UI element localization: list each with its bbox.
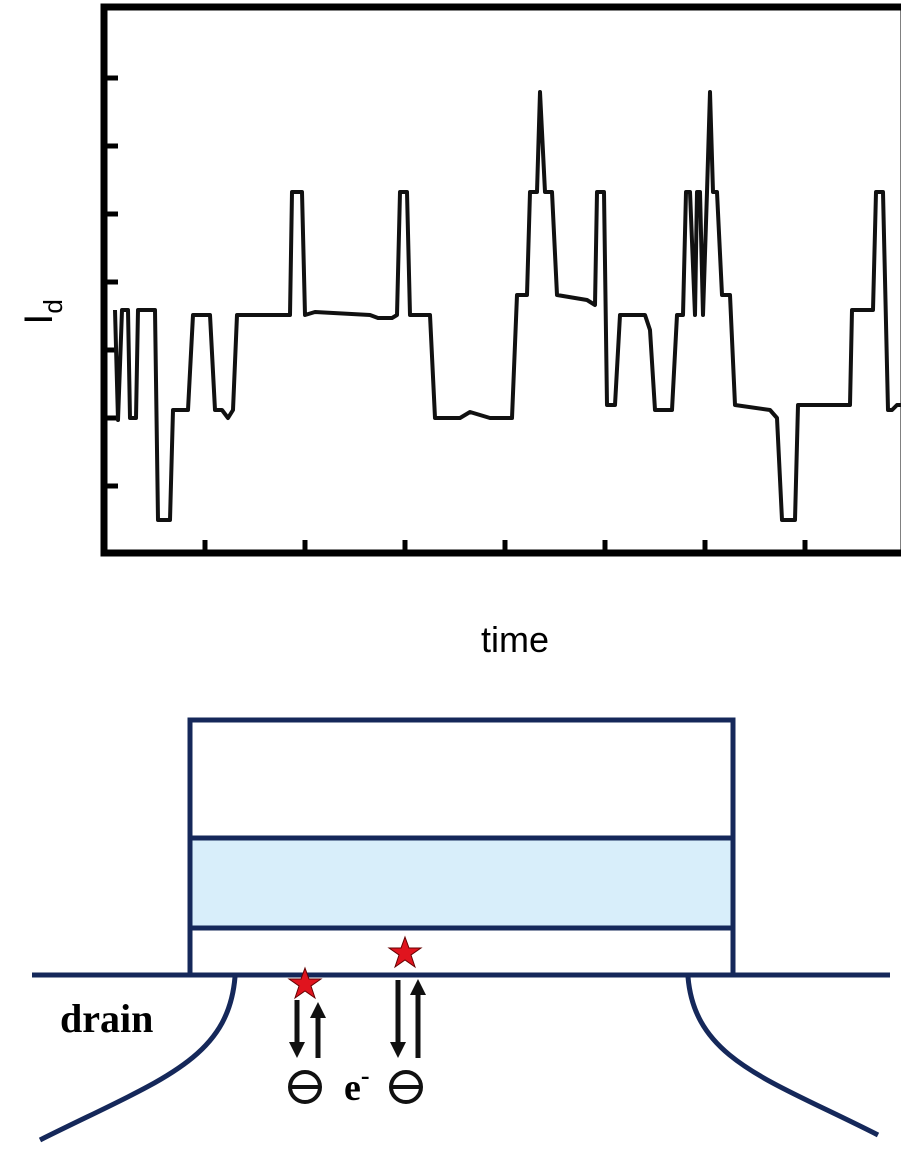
plot: Id time <box>17 7 901 660</box>
y-axis-label: Id <box>17 299 68 325</box>
gate <box>190 720 733 838</box>
x-axis-label: time <box>481 619 549 660</box>
carrier-main: e <box>344 1067 361 1109</box>
device <box>32 720 890 1140</box>
page: Id time e- drain (() => { const data = J… <box>0 0 901 1151</box>
current-trace <box>115 92 901 520</box>
interface-layer <box>190 928 733 975</box>
carrier-sup: - <box>361 1061 370 1090</box>
y-label-sub: d <box>38 299 68 313</box>
carrier-label: e- <box>344 1061 370 1109</box>
y-label-main: I <box>17 314 61 325</box>
drain-label: drain <box>60 996 153 1041</box>
figure: Id time e- drain <box>0 0 901 1151</box>
source-junction <box>688 977 878 1135</box>
dielectric <box>190 838 733 928</box>
